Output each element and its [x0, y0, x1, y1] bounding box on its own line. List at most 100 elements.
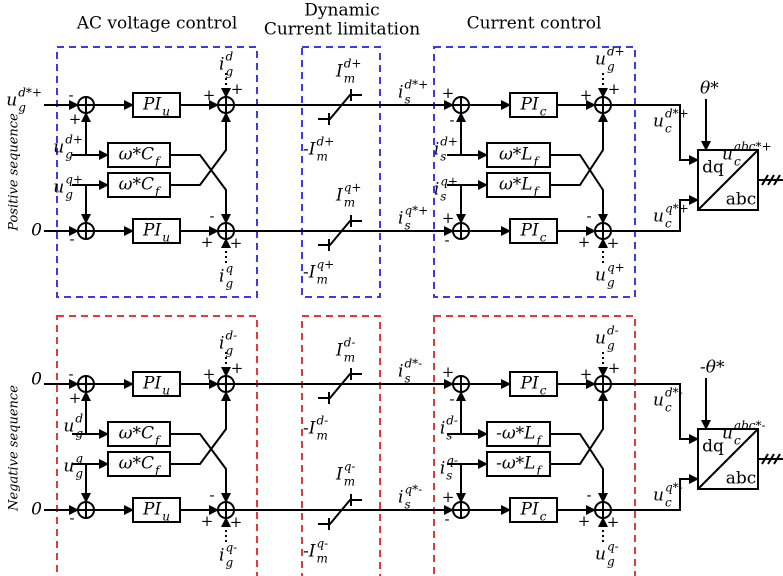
sign: + [578, 233, 591, 251]
wire [318, 220, 362, 246]
sign: - [69, 509, 74, 527]
label-base: PI [520, 95, 539, 115]
sign: + [442, 488, 455, 506]
label-sup: q- [607, 540, 619, 554]
label-sub: u [162, 384, 170, 398]
label-sup: q+ [607, 261, 625, 275]
label-sup: d- [344, 336, 356, 350]
label-sup: d*- [404, 357, 422, 371]
label-base: -I [303, 419, 316, 439]
label-sup: d [225, 50, 233, 64]
label-sup: d+ [607, 45, 625, 59]
label-sup: d+ [65, 133, 83, 147]
sign: - [586, 486, 591, 504]
sign: - [69, 230, 74, 248]
sign: - [449, 390, 454, 408]
sign: - [68, 86, 73, 104]
label-sub: c [734, 155, 741, 169]
label-sup: d- [607, 324, 619, 338]
block [509, 218, 558, 244]
block [509, 92, 558, 118]
block [107, 172, 171, 198]
label-base: ω*L [499, 145, 533, 165]
math-label: dq [702, 437, 724, 457]
label-sub: f [154, 464, 162, 478]
label-base: 0 [31, 221, 42, 241]
math-label: θ* [700, 79, 719, 99]
label-sub: s [404, 93, 410, 107]
math-label: -I d-m [303, 414, 328, 443]
label-sup: q*- [404, 483, 422, 497]
label-sub: g [65, 188, 73, 202]
wire [767, 453, 775, 465]
math-label: u q+g [53, 173, 83, 202]
math-label: 0 [31, 370, 42, 390]
label-sub: g [65, 148, 73, 162]
sequence-label: Negative sequence [7, 385, 22, 512]
label-sub: f [535, 434, 543, 448]
label-sub: g [607, 339, 615, 353]
label-sup: q*+ [404, 204, 428, 218]
label-sup: q+ [316, 258, 334, 272]
label-sup: q+ [440, 175, 458, 189]
math-label: PI u [142, 374, 170, 398]
block [132, 371, 181, 397]
label-sup: d- [446, 414, 458, 428]
sequence-0: Positive sequence-++ +--+ ++-+ ++--+ +u d*+g0… [6, 45, 783, 298]
label-sup: q- [344, 460, 356, 474]
label-base: -I [303, 140, 316, 160]
sign: + [69, 389, 82, 407]
math-label: u d*-c [653, 386, 683, 415]
block [486, 451, 551, 477]
label-sub: m [344, 475, 355, 489]
wire [318, 373, 362, 399]
label-base: dq [702, 158, 724, 178]
math-label: i q*-s [398, 483, 422, 512]
wire [773, 453, 781, 465]
math-label: PI c [520, 374, 547, 398]
label-base: PI [142, 95, 161, 115]
label-base: u [53, 178, 64, 198]
math-label: ω*L f [499, 145, 541, 169]
block [509, 497, 558, 523]
label-base: -ω*L [496, 454, 535, 474]
sign: + [608, 80, 621, 98]
header: Current control [467, 14, 602, 34]
math-label: i d+s [434, 135, 458, 164]
label-sub: m [344, 351, 355, 365]
label-base: u [595, 545, 606, 565]
sign: + [203, 86, 216, 104]
sign: - [68, 365, 73, 383]
label-sub: c [734, 434, 741, 448]
math-label: u d-g [595, 324, 619, 353]
label-sup: q [75, 452, 83, 466]
sign: - [209, 486, 214, 504]
label-sup: d*- [665, 386, 683, 400]
math-label: abc [726, 190, 757, 210]
label-sub: s [446, 429, 452, 443]
label-base: 0 [31, 370, 42, 390]
math-label: u abc*+c [722, 140, 772, 169]
wire [170, 112, 231, 186]
math-label: PI u [142, 95, 170, 119]
math-label: ω*L f [499, 175, 541, 199]
label-base: u [653, 207, 664, 227]
math-label: dq [702, 158, 724, 178]
label-base: u [595, 329, 606, 349]
math-label: u d*+c [653, 107, 689, 136]
label-sub: g [225, 344, 233, 358]
label-base: i [440, 459, 445, 479]
sign: - [444, 231, 449, 249]
label-base: u [722, 424, 733, 444]
label-base: 0 [31, 500, 42, 520]
math-label: 0 [31, 221, 42, 241]
label-base: -ω*L [496, 424, 535, 444]
label-sub: g [18, 101, 26, 115]
sign: - [449, 111, 454, 129]
label-sub: f [533, 155, 541, 169]
label-base: ω*C [119, 454, 154, 474]
math-label: PI c [520, 500, 547, 524]
